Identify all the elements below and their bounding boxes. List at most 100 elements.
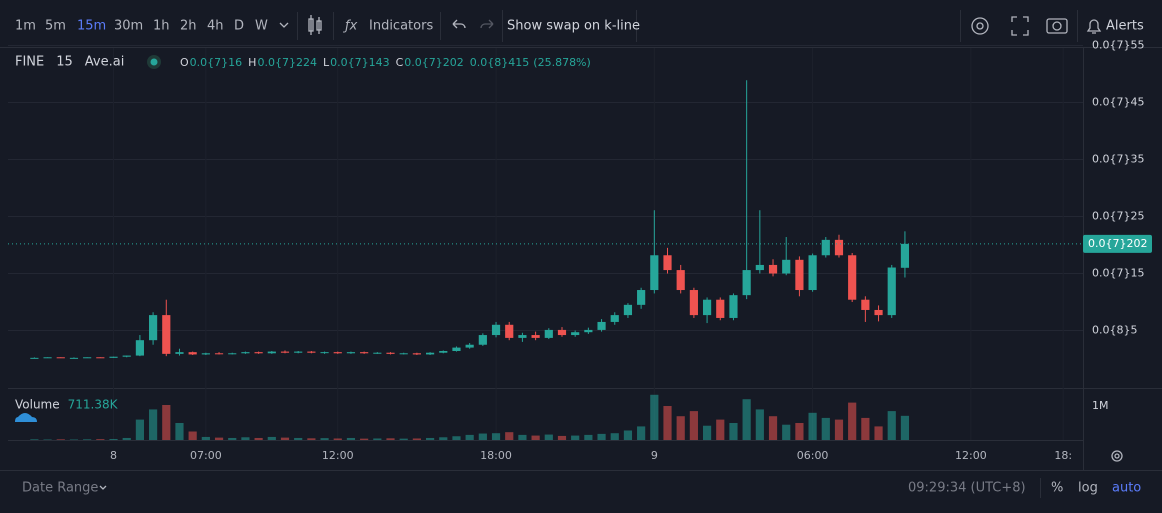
candle-body	[201, 353, 210, 355]
candle-body	[874, 309, 883, 316]
volume-bar	[557, 435, 567, 440]
candle-body	[56, 357, 65, 359]
volume-bar	[544, 434, 553, 440]
candle-body	[716, 299, 725, 318]
auto-button[interactable]: auto	[1112, 481, 1141, 496]
alerts-button[interactable]: Alerts	[1106, 19, 1144, 34]
volume-bar	[175, 423, 184, 440]
volume-bar	[874, 426, 883, 440]
candle-body	[505, 324, 514, 338]
candle-body	[544, 329, 553, 338]
candle-body	[729, 295, 738, 318]
interval-button[interactable]: 30m	[114, 19, 143, 34]
undo-button[interactable]	[452, 19, 466, 29]
settings-button[interactable]	[971, 17, 989, 35]
candle-body	[135, 340, 144, 356]
interval-chevron[interactable]	[279, 22, 289, 28]
volume-bar	[346, 437, 356, 440]
fullscreen-button[interactable]	[1011, 16, 1029, 36]
volume-bar	[149, 409, 158, 440]
ohlc-key: L	[323, 56, 330, 69]
candle-body	[425, 352, 435, 355]
volume-bar	[742, 399, 751, 440]
candle-body	[650, 255, 659, 291]
volume-bar	[425, 437, 435, 440]
candle-body	[228, 353, 237, 355]
interval-button[interactable]: W	[255, 19, 268, 34]
y-tick-label: 0.0{7}35	[1092, 153, 1145, 166]
candle-body	[861, 299, 870, 310]
candle-body	[122, 355, 131, 357]
candle-body	[689, 290, 698, 316]
candle-body	[267, 351, 276, 354]
indicators-button[interactable]: Indicators	[369, 19, 433, 34]
screenshot-button[interactable]	[1046, 18, 1068, 34]
candle-body	[887, 267, 896, 316]
candle-body	[241, 352, 250, 354]
alerts-icon[interactable]	[1086, 19, 1102, 34]
interval-button[interactable]: 4h	[207, 19, 224, 34]
candle-body	[900, 243, 910, 268]
x-tick-label: 9	[651, 449, 658, 462]
interval-button[interactable]: 1h	[153, 19, 170, 34]
volume-bar	[162, 404, 171, 440]
fx-icon[interactable]: ƒx	[342, 19, 358, 34]
percent-button[interactable]: %	[1051, 481, 1063, 496]
candle-body	[149, 315, 158, 341]
volume-bar	[188, 431, 197, 440]
interval-button[interactable]: 5m	[45, 19, 66, 34]
volume-bar	[109, 438, 118, 440]
candle-body	[518, 335, 527, 338]
candle-body	[623, 304, 633, 316]
candle-body	[294, 351, 303, 353]
volume-bar	[267, 436, 276, 440]
candle-body	[821, 239, 830, 256]
ohlc-key: O	[180, 56, 189, 69]
log-button[interactable]: log	[1078, 481, 1098, 496]
volume-bar	[518, 434, 527, 440]
volume-bar	[360, 438, 369, 440]
candle-body	[373, 352, 382, 354]
change-percent: (25.878%)	[533, 56, 591, 69]
date-range-chevron[interactable]	[99, 485, 107, 490]
interval-button[interactable]: 2h	[180, 19, 197, 34]
candle-body	[768, 264, 778, 274]
candle-body	[610, 315, 619, 322]
swap-toggle[interactable]: Show swap on k-line	[507, 19, 640, 34]
y-tick-label: 0.0{7}45	[1092, 96, 1145, 109]
date-range-button[interactable]: Date Range	[22, 481, 98, 496]
y-tick-label: 0.0{7}55	[1092, 39, 1145, 52]
candle-body	[742, 270, 751, 296]
ohlc-key: H	[248, 56, 256, 69]
x-tick-label: 8	[110, 449, 117, 462]
candle-body	[755, 264, 764, 271]
volume-bar	[834, 419, 844, 440]
clock: 09:29:34 (UTC+8)	[908, 481, 1026, 496]
chart-type-button[interactable]	[308, 15, 322, 35]
volume-bar	[43, 439, 52, 440]
interval-button[interactable]: 1m	[15, 19, 36, 34]
volume-bar	[373, 438, 382, 440]
interval-button[interactable]: 15m	[77, 19, 106, 34]
volume-bar	[83, 439, 92, 440]
candle-body	[30, 357, 39, 359]
volume-bar	[729, 423, 738, 440]
volume-bar	[254, 437, 263, 440]
redo-button[interactable]	[480, 19, 494, 29]
volume-bar	[56, 439, 65, 440]
volume-bar	[333, 438, 342, 440]
axis-settings-button[interactable]	[1111, 450, 1123, 462]
candle-body	[491, 324, 501, 336]
volume-bar	[439, 437, 448, 440]
candle-body	[808, 255, 817, 291]
last-price-label: 0.0{7}202	[1088, 237, 1148, 250]
y-tick-label: 0.0{7}25	[1092, 210, 1145, 223]
volume-legend-value: 711.38K	[68, 398, 119, 412]
candle-body	[333, 352, 342, 354]
interval: 15	[56, 55, 73, 70]
volume-bar	[584, 434, 593, 440]
interval-button[interactable]: D	[234, 19, 244, 34]
volume-bar	[676, 416, 685, 440]
